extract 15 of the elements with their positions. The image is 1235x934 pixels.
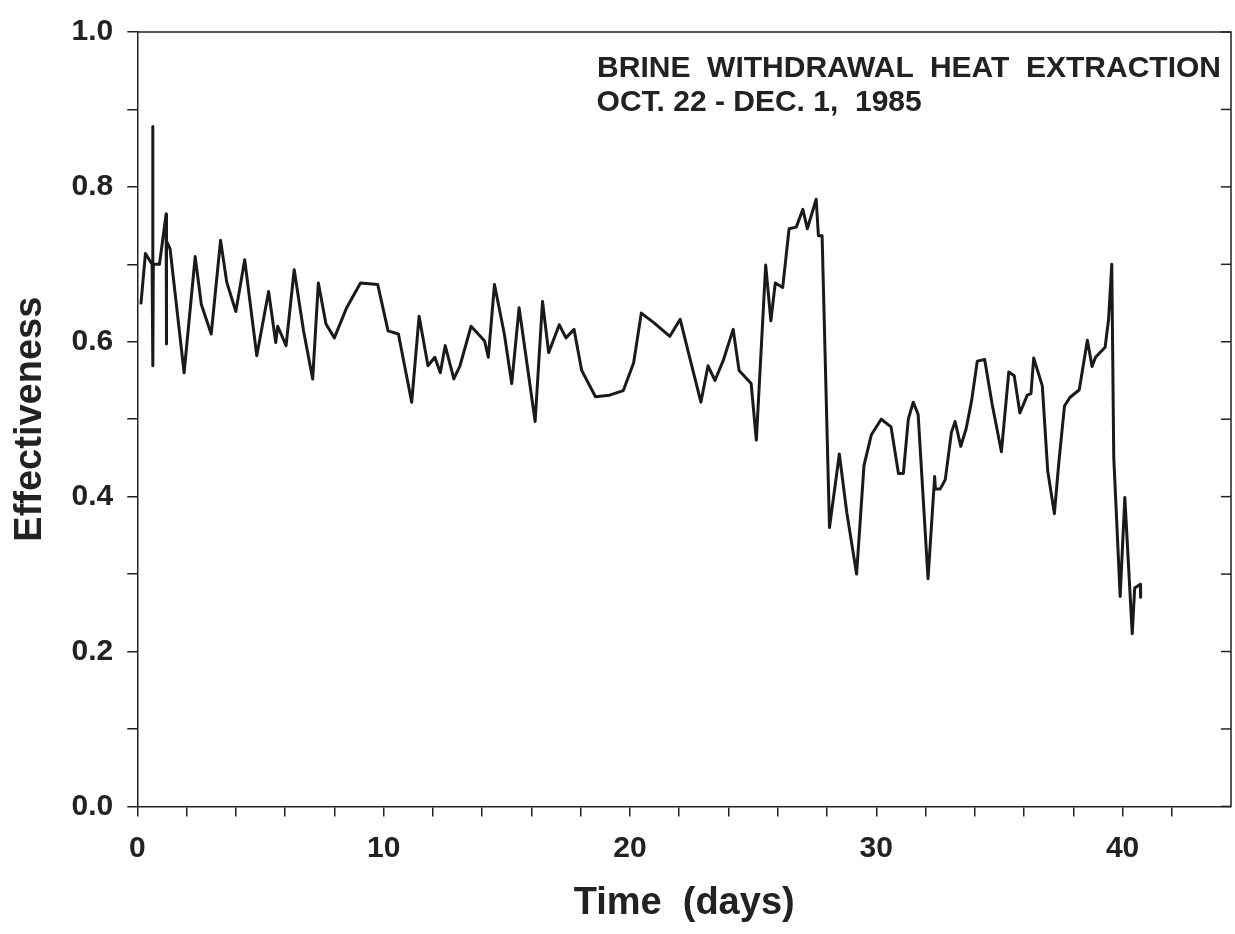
y-tick-label: 0.0 (71, 787, 114, 821)
x-tick-label: 40 (1105, 829, 1140, 863)
y-tick-label: 1.0 (71, 13, 114, 47)
y-tick-label: 0.4 (71, 477, 114, 511)
y-axis-title: Effectiveness (7, 296, 50, 542)
y-tick-label: 0.6 (71, 323, 114, 357)
text: BRINE WITHDRAWAL HEAT EXTRACTION (597, 50, 1221, 84)
x-tick-label: 30 (859, 829, 893, 863)
x-tick-label: 0 (128, 829, 146, 863)
x-tick-label: 10 (366, 829, 401, 863)
y-tick-label: 0.8 (71, 168, 114, 202)
x-axis-title: Time (days) (573, 879, 795, 922)
y-tick-label: 0.2 (71, 632, 114, 666)
x-tick-label: 20 (613, 829, 647, 863)
text: OCT. 22 - DEC. 1, 1985 (596, 84, 922, 118)
